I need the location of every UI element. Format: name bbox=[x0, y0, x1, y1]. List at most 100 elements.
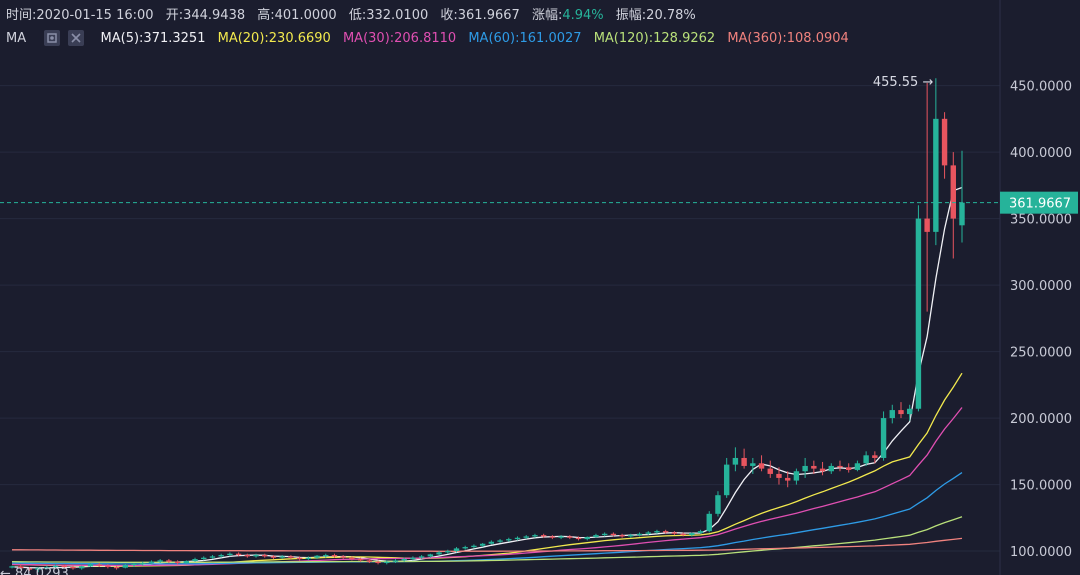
candle[interactable] bbox=[802, 457, 808, 478]
candle[interactable] bbox=[732, 447, 739, 472]
candle[interactable] bbox=[270, 555, 277, 560]
close-icon[interactable] bbox=[68, 29, 85, 46]
candle[interactable] bbox=[340, 555, 346, 560]
candle[interactable] bbox=[645, 531, 651, 536]
candle[interactable] bbox=[296, 556, 303, 561]
candle[interactable] bbox=[950, 152, 956, 259]
candle[interactable] bbox=[497, 539, 503, 544]
candle[interactable] bbox=[767, 460, 773, 478]
candle[interactable] bbox=[401, 557, 407, 562]
candle[interactable] bbox=[288, 555, 294, 560]
candle[interactable] bbox=[375, 560, 381, 565]
candle[interactable] bbox=[593, 533, 599, 538]
candle[interactable] bbox=[331, 553, 338, 558]
candle[interactable] bbox=[741, 448, 747, 469]
candle[interactable] bbox=[540, 533, 547, 538]
candle[interactable] bbox=[227, 552, 233, 557]
candle[interactable] bbox=[18, 564, 24, 570]
candle[interactable] bbox=[636, 532, 643, 537]
candle[interactable] bbox=[79, 565, 85, 570]
candle[interactable] bbox=[671, 531, 678, 536]
candle[interactable] bbox=[758, 455, 765, 472]
candle[interactable] bbox=[933, 78, 939, 246]
candle[interactable] bbox=[819, 461, 826, 476]
candle[interactable] bbox=[253, 553, 259, 558]
candle[interactable] bbox=[61, 564, 67, 569]
candle[interactable] bbox=[453, 547, 460, 553]
candle[interactable] bbox=[776, 467, 782, 485]
candle[interactable] bbox=[941, 112, 948, 179]
candle[interactable] bbox=[166, 559, 172, 564]
candle[interactable] bbox=[924, 82, 930, 312]
candle[interactable] bbox=[915, 205, 922, 412]
candle[interactable] bbox=[9, 565, 15, 569]
candle[interactable] bbox=[323, 553, 329, 558]
candle[interactable] bbox=[35, 567, 41, 573]
candle[interactable] bbox=[418, 555, 425, 560]
candle[interactable] bbox=[235, 552, 242, 557]
candle[interactable] bbox=[427, 553, 434, 558]
candle[interactable] bbox=[52, 564, 59, 569]
candle[interactable] bbox=[140, 561, 146, 566]
candle[interactable] bbox=[366, 559, 373, 564]
candle[interactable] bbox=[889, 404, 895, 424]
candle[interactable] bbox=[44, 565, 50, 570]
candle[interactable] bbox=[601, 532, 608, 537]
candle[interactable] bbox=[113, 565, 120, 570]
candle[interactable] bbox=[87, 563, 94, 568]
candle[interactable] bbox=[357, 557, 364, 562]
candle[interactable] bbox=[793, 468, 800, 485]
candle[interactable] bbox=[157, 559, 163, 564]
candle[interactable] bbox=[610, 532, 617, 537]
candle[interactable] bbox=[689, 532, 695, 537]
candle[interactable] bbox=[723, 457, 730, 498]
candle[interactable] bbox=[863, 451, 869, 466]
candle[interactable] bbox=[845, 463, 852, 473]
candle[interactable] bbox=[811, 460, 817, 474]
candle[interactable] bbox=[209, 555, 216, 560]
candle[interactable] bbox=[392, 559, 399, 564]
candle[interactable] bbox=[279, 555, 285, 560]
candle[interactable] bbox=[471, 544, 477, 549]
candle[interactable] bbox=[174, 560, 181, 565]
candle[interactable] bbox=[445, 549, 451, 554]
candle[interactable] bbox=[105, 564, 111, 569]
candle[interactable] bbox=[70, 565, 76, 570]
candle[interactable] bbox=[662, 529, 669, 534]
candle[interactable] bbox=[349, 556, 355, 561]
candle[interactable] bbox=[959, 150, 965, 243]
candle[interactable] bbox=[549, 535, 556, 540]
candle[interactable] bbox=[575, 536, 582, 541]
candle[interactable] bbox=[837, 460, 843, 472]
candle[interactable] bbox=[567, 535, 573, 540]
candle[interactable] bbox=[462, 545, 468, 550]
candle[interactable] bbox=[305, 556, 312, 561]
candle[interactable] bbox=[183, 560, 190, 565]
candle[interactable] bbox=[784, 471, 791, 488]
candle[interactable] bbox=[706, 511, 712, 533]
candle[interactable] bbox=[523, 535, 529, 540]
candle[interactable] bbox=[262, 553, 268, 558]
candle[interactable] bbox=[244, 553, 251, 558]
candle[interactable] bbox=[532, 533, 538, 538]
candle[interactable] bbox=[192, 557, 198, 562]
candle[interactable] bbox=[96, 563, 102, 568]
candle[interactable] bbox=[314, 555, 320, 560]
candle[interactable] bbox=[898, 402, 904, 419]
candle[interactable] bbox=[697, 529, 704, 534]
candle[interactable] bbox=[750, 457, 756, 474]
candle[interactable] bbox=[122, 564, 129, 569]
candle[interactable] bbox=[488, 540, 495, 545]
candle[interactable] bbox=[619, 533, 625, 538]
candle[interactable] bbox=[907, 404, 913, 421]
candle[interactable] bbox=[584, 536, 590, 541]
candle[interactable] bbox=[148, 560, 155, 565]
candle[interactable] bbox=[218, 553, 224, 558]
candle[interactable] bbox=[506, 537, 512, 542]
candle[interactable] bbox=[680, 532, 686, 537]
candle[interactable] bbox=[201, 556, 207, 561]
candle[interactable] bbox=[436, 551, 442, 556]
candle[interactable] bbox=[514, 536, 521, 541]
candle[interactable] bbox=[131, 563, 137, 568]
